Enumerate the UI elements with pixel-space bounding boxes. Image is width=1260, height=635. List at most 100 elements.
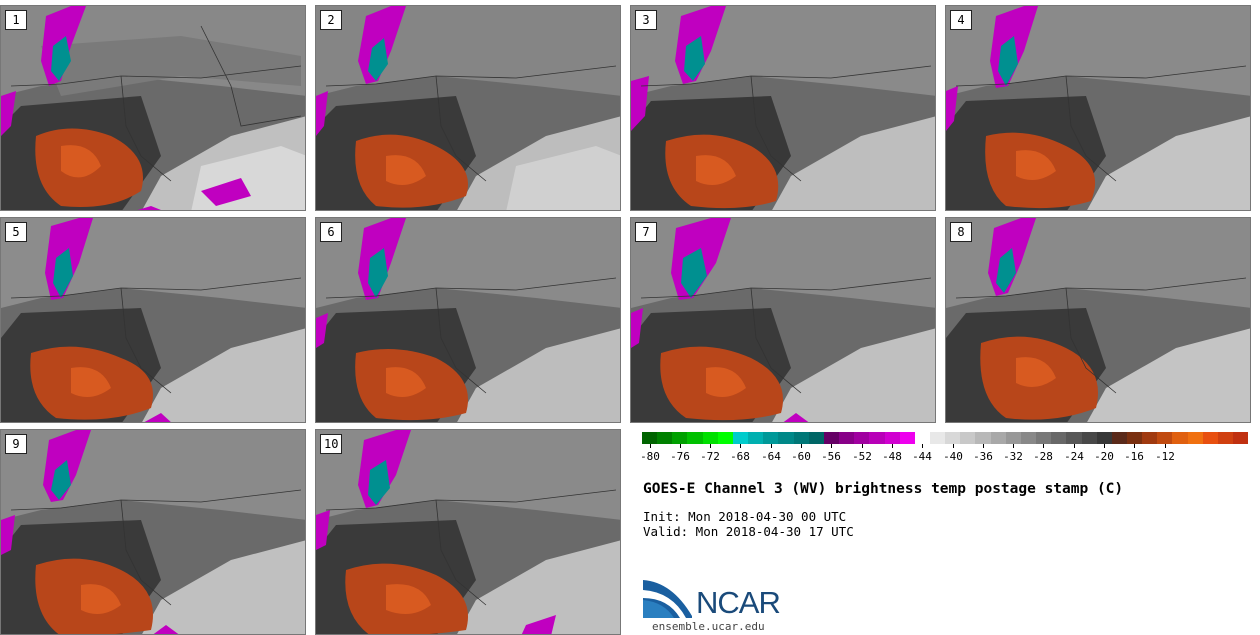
- colorbar-tick-label: -24: [1064, 450, 1084, 463]
- colorbar-segment: [778, 432, 794, 444]
- colorbar-segment: [1187, 432, 1203, 444]
- colorbar-tick: [1013, 444, 1014, 448]
- colorbar-segment: [642, 432, 658, 444]
- colorbar-segment: [914, 432, 930, 444]
- postage-stamp-panel: 2: [315, 5, 621, 211]
- figure-title: GOES-E Channel 3 (WV) brightness temp po…: [643, 481, 1124, 497]
- colorbar-segment: [990, 432, 1006, 444]
- colorbar-tick: [862, 444, 863, 448]
- panel-number-label: 2: [320, 10, 342, 30]
- colorbar-tick: [1043, 444, 1044, 448]
- colorbar-segment: [1172, 432, 1188, 444]
- colorbar-tick-label: -80: [640, 450, 660, 463]
- postage-stamp-panel: 7: [630, 217, 936, 423]
- panel-number-label: 8: [950, 222, 972, 242]
- colorbar-tick: [1104, 444, 1105, 448]
- colorbar-tick-label: -44: [912, 450, 932, 463]
- colorbar-segment: [1127, 432, 1143, 444]
- colorbar-tick: [831, 444, 832, 448]
- panel-number-label: 4: [950, 10, 972, 30]
- colorbar-segment: [1111, 432, 1127, 444]
- colorbar-segment: [1096, 432, 1112, 444]
- colorbar-tick-label: -36: [973, 450, 993, 463]
- postage-stamp-panel: 4: [945, 5, 1251, 211]
- colorbar-segment: [657, 432, 673, 444]
- colorbar-tick: [1165, 444, 1166, 448]
- colorbar-segment: [975, 432, 991, 444]
- ncar-logo-icon: [643, 580, 692, 618]
- colorbar-segment: [1020, 432, 1037, 444]
- colorbar-segment: [869, 432, 885, 444]
- postage-stamp-panel: 9: [0, 429, 306, 635]
- colorbar-tick-label: -48: [882, 450, 902, 463]
- colorbar-segment: [823, 432, 840, 444]
- colorbar-tick: [740, 444, 741, 448]
- colorbar-segment: [702, 432, 718, 444]
- colorbar-tick: [771, 444, 772, 448]
- colorbar-segment: [732, 432, 749, 444]
- colorbar: [642, 432, 1249, 444]
- colorbar-tick: [680, 444, 681, 448]
- colorbar-segment: [884, 432, 900, 444]
- colorbar-tick: [650, 444, 651, 448]
- colorbar-segment: [763, 432, 779, 444]
- colorbar-segment: [1202, 432, 1218, 444]
- colorbar-tick: [953, 444, 954, 448]
- postage-stamp-panel: 3: [630, 5, 936, 211]
- colorbar-tick-label: -28: [1033, 450, 1053, 463]
- colorbar-segment: [945, 432, 961, 444]
- colorbar-segment: [960, 432, 976, 444]
- colorbar-tick: [1074, 444, 1075, 448]
- colorbar-tick: [922, 444, 923, 448]
- valid-time: Valid: Mon 2018-04-30 17 UTC: [643, 524, 854, 539]
- panel-number-label: 6: [320, 222, 342, 242]
- colorbar-tick: [710, 444, 711, 448]
- panel-number-label: 1: [5, 10, 27, 30]
- colorbar-tick-label: -16: [1124, 450, 1144, 463]
- colorbar-segment: [839, 432, 855, 444]
- colorbar-segment: [1081, 432, 1097, 444]
- postage-stamp-panel: 5: [0, 217, 306, 423]
- colorbar-segment: [1036, 432, 1052, 444]
- panel-number-label: 7: [635, 222, 657, 242]
- colorbar-ticks: -80 -76 -72 -68 -64 -60 -56 -52 -48 -44 -40 -36 -32-…: [640, 444, 1248, 466]
- colorbar-tick-label: -32: [1003, 450, 1023, 463]
- colorbar-tick: [1134, 444, 1135, 448]
- colorbar-segment: [793, 432, 809, 444]
- colorbar-segment: [808, 432, 824, 444]
- colorbar-tick-label: -72: [700, 450, 720, 463]
- colorbar-segment: [929, 432, 946, 444]
- colorbar-tick-label: -60: [791, 450, 811, 463]
- colorbar-tick: [801, 444, 802, 448]
- colorbar-segment: [672, 432, 688, 444]
- colorbar-tick-label: -40: [943, 450, 963, 463]
- postage-stamp-panel: 6: [315, 217, 621, 423]
- postage-stamp-panel: 10: [315, 429, 621, 635]
- colorbar-tick-label: -68: [730, 450, 750, 463]
- panel-number-label: 5: [5, 222, 27, 242]
- colorbar-segment: [1142, 432, 1158, 444]
- colorbar-tick-label: -20: [1094, 450, 1114, 463]
- logo-url: ensemble.ucar.edu: [652, 620, 765, 633]
- colorbar-segment: [1157, 432, 1173, 444]
- colorbar-segment: [854, 432, 870, 444]
- colorbar-tick-label: -56: [821, 450, 841, 463]
- colorbar-tick: [983, 444, 984, 448]
- colorbar-segment: [899, 432, 915, 444]
- colorbar-segment: [1005, 432, 1021, 444]
- init-time: Init: Mon 2018-04-30 00 UTC: [643, 509, 847, 524]
- colorbar-tick-label: -76: [670, 450, 690, 463]
- panel-number-label: 9: [5, 434, 27, 454]
- colorbar-tick-label: -64: [761, 450, 781, 463]
- colorbar-segment: [717, 432, 733, 444]
- panel-number-label: 10: [320, 434, 343, 454]
- colorbar-segment: [1066, 432, 1082, 444]
- panel-number-label: 3: [635, 10, 657, 30]
- colorbar-tick-label: -12: [1155, 450, 1175, 463]
- colorbar-segment: [748, 432, 764, 444]
- colorbar-segment: [1217, 432, 1234, 444]
- postage-stamp-panel: 8: [945, 217, 1251, 423]
- colorbar-segment: [1051, 432, 1067, 444]
- colorbar-segment: [1233, 432, 1249, 444]
- logo-text: NCAR: [696, 585, 781, 620]
